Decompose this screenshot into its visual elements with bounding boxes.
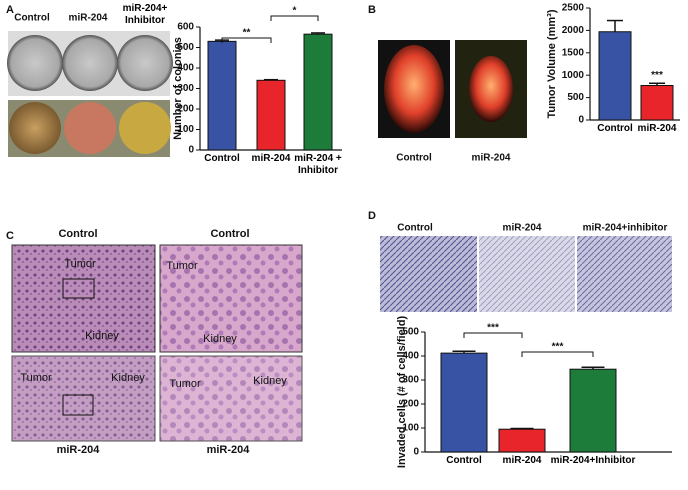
image-label: Control bbox=[397, 223, 433, 234]
zoom-box bbox=[62, 394, 94, 416]
panel-label: C bbox=[6, 230, 14, 242]
bar bbox=[569, 368, 617, 453]
significance: *** bbox=[487, 323, 499, 334]
significance: ** bbox=[243, 28, 251, 39]
y-tick-label: 200 bbox=[402, 399, 419, 410]
dish bbox=[9, 102, 61, 154]
significance-bracket bbox=[221, 37, 272, 43]
tissue-label: Tumor bbox=[166, 260, 198, 272]
dish bbox=[7, 35, 63, 91]
y-axis-label: Number of colonies bbox=[172, 37, 184, 140]
x-tick-label: Control bbox=[204, 153, 240, 164]
y-tick-label: 500 bbox=[567, 92, 584, 103]
histology bbox=[11, 355, 156, 442]
tissue-label: Kidney bbox=[85, 330, 119, 342]
image-label: miR-204+inhibitor bbox=[583, 223, 668, 234]
tumor bbox=[469, 56, 513, 122]
y-tick-label: 0 bbox=[578, 115, 584, 126]
histology bbox=[159, 355, 303, 442]
image-label: miR-204 bbox=[207, 444, 251, 456]
x-tick-label: miR-204 bbox=[502, 455, 542, 466]
y-axis-label: Tumor Volume (mm³) bbox=[546, 9, 558, 118]
x-tick-label: miR-204 bbox=[251, 153, 291, 164]
dish bbox=[62, 35, 118, 91]
x-tick-label-box: miR-204 + Inhibitor bbox=[294, 153, 342, 176]
y-tick-label: 400 bbox=[402, 351, 419, 362]
tissue-label: Kidney bbox=[203, 333, 237, 345]
image-label-box: miR-204+ Inhibitor bbox=[122, 3, 168, 26]
y-tick-label: 100 bbox=[177, 124, 194, 135]
x-tick-label-box: miR-204 bbox=[502, 455, 542, 466]
tissue-label: Tumor bbox=[64, 258, 96, 270]
y-tick-label: 1500 bbox=[562, 47, 585, 58]
y-tick-label: 600 bbox=[177, 22, 194, 33]
tissue-label: Tumor bbox=[169, 378, 201, 390]
tissue-label: Tumor bbox=[20, 372, 52, 384]
image-label: miR-204 bbox=[472, 153, 511, 164]
dish bbox=[117, 35, 173, 91]
significance: *** bbox=[651, 70, 663, 81]
bar bbox=[256, 79, 286, 151]
y-tick-label: 2500 bbox=[562, 3, 585, 14]
significance-bracket bbox=[463, 332, 523, 338]
y-tick-label: 100 bbox=[402, 423, 419, 434]
significance: * bbox=[293, 6, 297, 17]
x-tick-label: miR-204+Inhibitor bbox=[550, 455, 636, 466]
invasion-photo bbox=[479, 236, 575, 312]
significance-bracket bbox=[521, 351, 594, 357]
bar bbox=[440, 352, 488, 453]
x-tick-label: Control bbox=[446, 455, 482, 466]
panel-label: D bbox=[368, 210, 376, 222]
image-label: Control bbox=[58, 228, 97, 240]
image-label: Control bbox=[396, 153, 432, 164]
y-tick-label: 0 bbox=[413, 447, 419, 458]
tissue-label: Kidney bbox=[111, 372, 145, 384]
dish bbox=[64, 102, 116, 154]
x-tick-label: miR-204 bbox=[637, 123, 677, 134]
x-tick-label-box: Control bbox=[204, 153, 240, 164]
bar bbox=[207, 40, 237, 151]
image-label: miR-204 bbox=[57, 444, 101, 456]
bar bbox=[303, 33, 333, 151]
x-tick-label: Control bbox=[597, 123, 633, 134]
invasion-photo bbox=[380, 236, 477, 312]
significance: *** bbox=[552, 342, 564, 353]
bar bbox=[498, 428, 546, 453]
y-tick-label: 1000 bbox=[562, 70, 585, 81]
bar bbox=[598, 31, 632, 121]
panel-label: A bbox=[6, 4, 14, 16]
image-label: miR-204 bbox=[503, 223, 542, 234]
tumor bbox=[384, 45, 444, 133]
bar bbox=[640, 85, 674, 121]
y-tick-label: 2000 bbox=[562, 25, 585, 36]
y-tick-label: 200 bbox=[177, 104, 194, 115]
panel-label: B bbox=[368, 4, 376, 16]
x-tick-label-box: miR-204 bbox=[251, 153, 291, 164]
significance-bracket bbox=[270, 15, 319, 21]
y-tick-label: 500 bbox=[402, 327, 419, 338]
y-tick-label: 500 bbox=[177, 42, 194, 53]
zoom-box bbox=[62, 278, 95, 299]
dish bbox=[119, 102, 171, 154]
invasion-photo bbox=[577, 236, 672, 312]
histology bbox=[159, 244, 303, 353]
y-tick-label: 300 bbox=[177, 83, 194, 94]
y-tick-label: 300 bbox=[402, 375, 419, 386]
x-tick-label-box: miR-204+Inhibitor bbox=[550, 455, 636, 466]
y-tick-label: 0 bbox=[188, 145, 194, 156]
y-axis-label: Invaded cells (# of cells/field) bbox=[396, 316, 408, 469]
x-tick-label: miR-204 + Inhibitor bbox=[294, 153, 342, 176]
y-tick-label: 400 bbox=[177, 63, 194, 74]
image-label: Control bbox=[14, 13, 50, 24]
x-tick-label-box: miR-204 bbox=[637, 123, 677, 134]
x-tick-label-box: Control bbox=[446, 455, 482, 466]
image-label: Control bbox=[210, 228, 249, 240]
image-label: miR-204+ Inhibitor bbox=[122, 3, 168, 26]
image-label: miR-204 bbox=[69, 13, 108, 24]
x-tick-label-box: Control bbox=[597, 123, 633, 134]
tissue-label: Kidney bbox=[253, 375, 287, 387]
